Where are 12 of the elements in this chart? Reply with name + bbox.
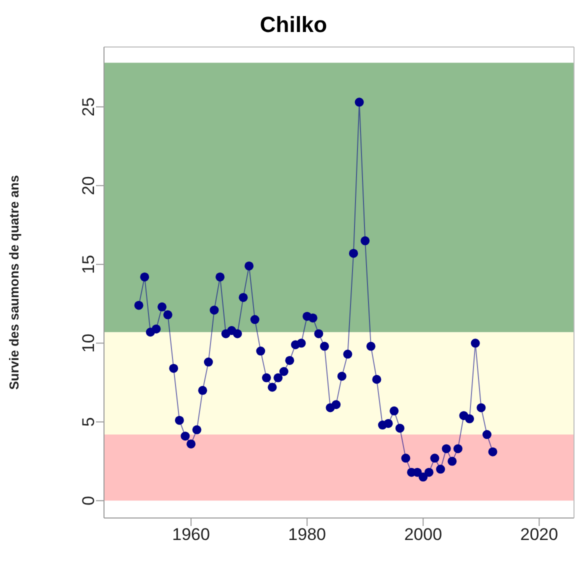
x-tick-label: 1960 <box>172 525 210 544</box>
y-tick-label: 10 <box>79 334 98 353</box>
x-tick-label: 2020 <box>520 525 558 544</box>
y-axis-title: Survie des saumons de quatre ans <box>6 175 22 390</box>
y-tick-label: 15 <box>79 254 98 274</box>
y-tick-label: 25 <box>79 97 98 116</box>
y-tick-label: 20 <box>79 176 98 196</box>
chart-title: Chilko <box>258 11 328 39</box>
y-tick-label: 0 <box>79 496 98 506</box>
y-tick-label: 5 <box>79 417 98 427</box>
x-tick-label: 2000 <box>404 525 442 544</box>
x-tick-label: 1980 <box>288 525 326 544</box>
